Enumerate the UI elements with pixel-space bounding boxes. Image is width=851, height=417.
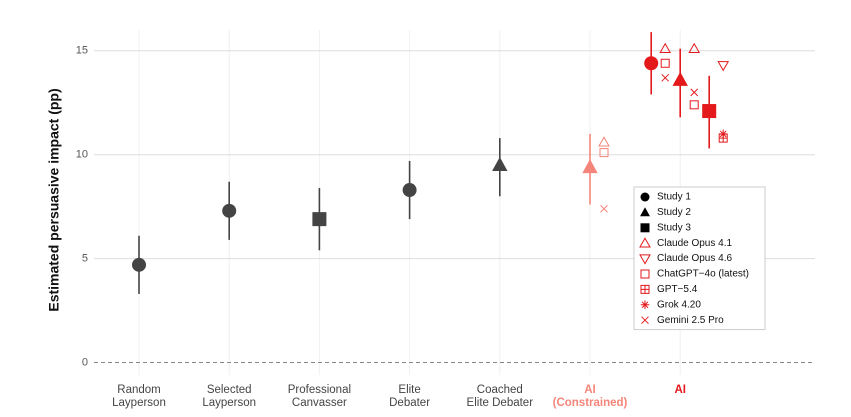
marker bbox=[660, 58, 670, 68]
legend-box bbox=[633, 186, 766, 331]
legend-label: Study 3 bbox=[657, 222, 691, 233]
marker bbox=[599, 148, 609, 158]
marker bbox=[717, 61, 730, 72]
legend-symbol bbox=[640, 300, 650, 310]
x-tick-label: Layperson bbox=[202, 397, 256, 409]
legend-symbol bbox=[640, 192, 650, 202]
marker bbox=[600, 204, 608, 213]
x-tick-label: Professional bbox=[288, 384, 351, 396]
x-tick-label: Coached bbox=[477, 384, 523, 396]
x-tick-label: Layperson bbox=[112, 397, 166, 409]
y-axis-label: Estimated persuasive impact (pp) bbox=[46, 88, 62, 311]
legend-label: Study 1 bbox=[657, 192, 691, 203]
marker bbox=[222, 203, 237, 218]
legend-symbol bbox=[640, 284, 650, 294]
marker bbox=[718, 129, 728, 139]
legend-label: Grok 4.20 bbox=[657, 299, 701, 310]
legend-label: GPT−5.4 bbox=[657, 284, 698, 295]
marker bbox=[702, 104, 717, 119]
marker bbox=[492, 157, 508, 172]
y-tick-label: 10 bbox=[76, 149, 88, 161]
marker bbox=[312, 212, 327, 227]
legend-label: Claude Opus 4.6 bbox=[657, 253, 732, 264]
x-tick-label: Random bbox=[117, 384, 160, 396]
legend-label: Claude Opus 4.1 bbox=[657, 238, 732, 249]
x-tick-label: Selected bbox=[207, 384, 252, 396]
legend-symbol bbox=[640, 223, 650, 233]
marker bbox=[672, 71, 688, 86]
y-tick-label: 15 bbox=[76, 45, 88, 57]
marker bbox=[690, 88, 699, 97]
legend-label: ChatGPT−4o (latest) bbox=[657, 269, 749, 280]
x-tick-label: Canvasser bbox=[292, 397, 347, 409]
x-tick-label: Elite Debater bbox=[467, 397, 534, 409]
legend-symbol bbox=[639, 237, 651, 248]
y-tick-label: 0 bbox=[82, 356, 88, 368]
marker bbox=[132, 257, 146, 272]
marker bbox=[661, 73, 670, 82]
marker bbox=[598, 136, 610, 147]
marker bbox=[402, 183, 417, 198]
y-tick-label: 5 bbox=[82, 253, 88, 265]
legend-label: Gemini 2.5 Pro bbox=[657, 315, 724, 326]
legend-label: Study 2 bbox=[657, 207, 691, 218]
legend-symbol bbox=[640, 269, 650, 279]
legend-symbol bbox=[641, 316, 649, 325]
legend-symbol bbox=[640, 207, 650, 217]
marker bbox=[689, 100, 699, 110]
marker bbox=[582, 159, 598, 174]
marker bbox=[659, 42, 672, 53]
marker bbox=[688, 42, 701, 53]
x-tick-label: Elite bbox=[398, 384, 420, 396]
legend-symbol bbox=[639, 254, 651, 265]
x-tick-label: AI bbox=[674, 384, 686, 396]
marker bbox=[644, 56, 659, 71]
x-tick-label: Debater bbox=[389, 397, 430, 409]
x-tick-label: (Constrained) bbox=[553, 397, 628, 409]
x-tick-label: AI bbox=[584, 384, 596, 396]
